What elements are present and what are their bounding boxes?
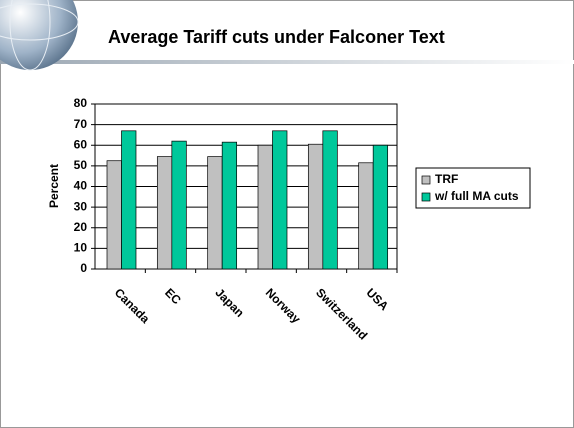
- legend-swatch: [421, 175, 431, 185]
- globe: [0, 0, 78, 70]
- y-axis-label: Percent: [47, 164, 61, 208]
- bar: [121, 130, 137, 270]
- y-tick-label: 50: [74, 158, 88, 172]
- y-tick-label: 0: [80, 261, 87, 275]
- bar: [171, 140, 187, 270]
- legend-box: [415, 167, 531, 209]
- title-rule: [0, 60, 574, 64]
- bar: [207, 156, 223, 270]
- y-tick-label: 10: [74, 241, 88, 255]
- y-tick-label: 60: [74, 137, 88, 151]
- bar: [307, 143, 324, 270]
- bar: [372, 144, 389, 270]
- y-tick-label: 20: [74, 220, 88, 234]
- y-tick-label: 80: [74, 96, 88, 110]
- bar: [272, 130, 288, 270]
- chart-title: Average Tariff cuts under Falconer Text: [108, 27, 445, 47]
- bar: [106, 160, 122, 270]
- legend-label: w/ full MA cuts: [434, 189, 519, 203]
- bar: [257, 144, 273, 270]
- bar: [156, 156, 173, 270]
- y-tick-label: 40: [74, 179, 88, 193]
- y-tick-label: 30: [74, 199, 88, 213]
- globe-lines: [0, 0, 79, 71]
- bar: [221, 141, 238, 270]
- legend-label: TRF: [435, 172, 458, 186]
- bar: [358, 162, 374, 270]
- legend-swatch: [421, 192, 431, 202]
- bar: [322, 130, 338, 270]
- y-tick-label: 70: [74, 117, 88, 131]
